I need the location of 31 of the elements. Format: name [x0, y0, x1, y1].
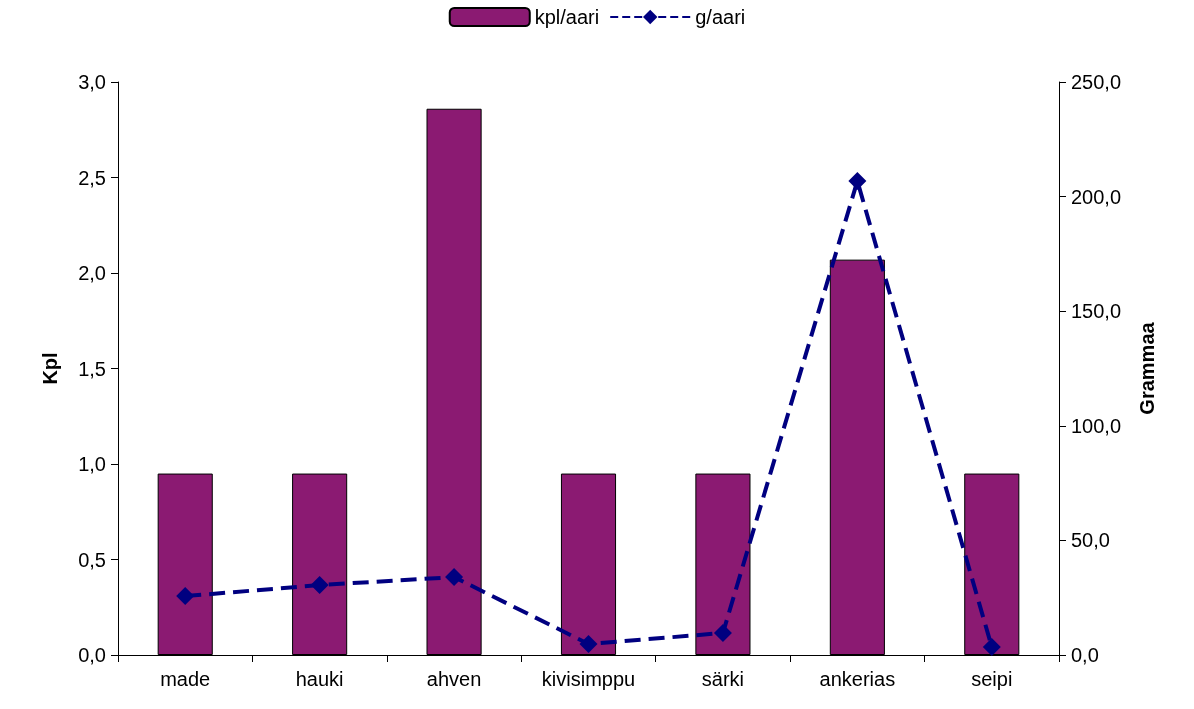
y-tick-label: 0,5	[78, 548, 106, 571]
point	[713, 624, 732, 642]
y-tick-label: 0,0	[78, 644, 106, 666]
legend-label: kpl/aari	[534, 6, 600, 28]
point	[310, 576, 329, 595]
y2-tick-label: 150,0	[1071, 300, 1122, 323]
x-tick-label: ankerias	[819, 668, 896, 690]
y-tick-label: 2,5	[78, 166, 106, 189]
y-tick-label: 1,0	[78, 453, 106, 475]
y-tick-label: 2,0	[78, 262, 106, 284]
x-tick-label: kivisimppu	[541, 668, 636, 690]
y2-tick-label: 50,0	[1071, 529, 1110, 552]
x-tick-label: hauki	[295, 668, 344, 690]
x-tick-label: ahven	[426, 668, 482, 690]
y2-axis-title: Grammaa	[1136, 321, 1158, 415]
y2-tick-label: 100,0	[1071, 414, 1122, 437]
point	[848, 172, 867, 191]
legend-label: g/aari	[695, 6, 746, 28]
x-tick-label: seipi	[971, 668, 1013, 690]
point	[982, 637, 1001, 656]
y2-tick-label: 200,0	[1071, 185, 1122, 208]
point	[579, 635, 598, 653]
point	[176, 587, 195, 606]
y-axis-title: Kpl	[39, 352, 61, 385]
y-tick-label: 3,0	[78, 71, 106, 93]
y2-tick-label: 250,0	[1071, 71, 1122, 93]
y-tick-label: 1,5	[78, 357, 106, 380]
point	[445, 568, 464, 587]
y2-tick-label: 0,0	[1071, 644, 1099, 666]
x-tick-label: särki	[701, 668, 745, 690]
x-tick-label: made	[160, 668, 211, 690]
